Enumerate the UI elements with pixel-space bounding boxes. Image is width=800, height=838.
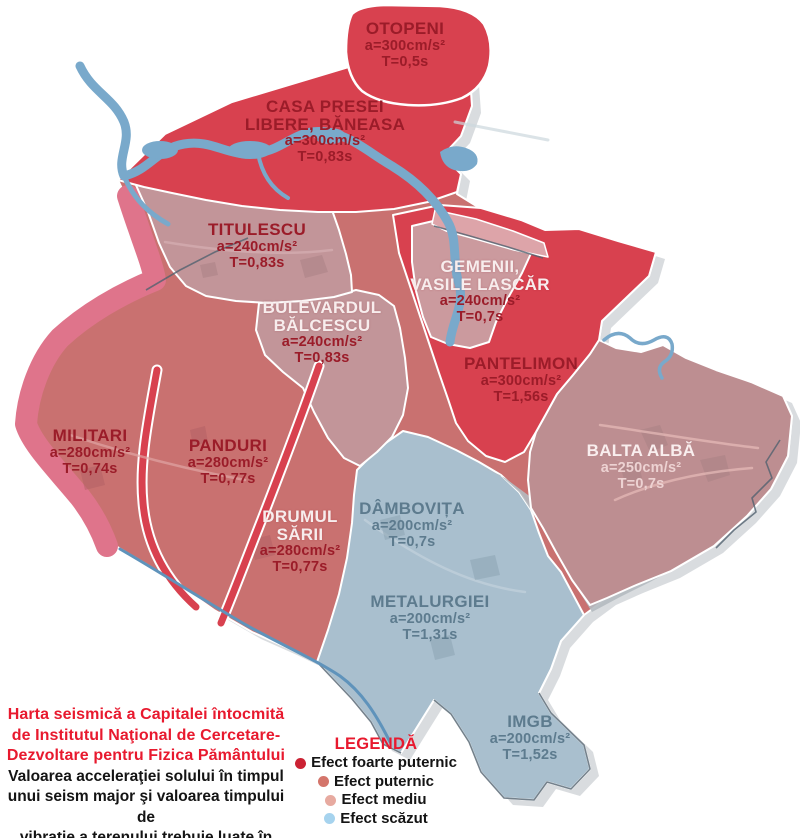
region-label-dambovita: DÂMBOVIȚA a=200cm/s² T=0,7s [359,499,465,550]
period-value: T=0,77s [272,559,328,575]
accel-value: a=280cm/s² [187,454,269,471]
region-shape-balcescu [255,289,409,467]
river-meander-east [602,331,675,380]
region-label-titulescu: TITULESCU a=240cm/s² T=0,83s [207,220,307,271]
map-caption: Harta seismică a Capitalei întocmită de … [0,705,292,838]
accel-value: a=240cm/s² [216,238,298,255]
caption-note-line: Valoarea acceleraţiei solului în timpul [8,767,284,785]
period-value: T=0,7s [617,475,665,492]
accel-value: a=200cm/s² [489,730,571,747]
period-value: T=0,83s [297,149,353,165]
accel-value: a=300cm/s² [480,372,562,389]
caption-source-line: Dezvoltare pentru Fizica Pământului [6,747,286,764]
period-value: T=1,52s [502,746,558,763]
region-label-otopeni: OTOPENI a=300cm/s² T=0,5s [364,19,446,70]
period-value: T=0,77s [200,470,256,487]
legend-dot-medium-icon [325,794,337,806]
boundary-lines [145,225,781,801]
period-value: T=0,74s [62,460,118,477]
legend-item: Efect foarte puternic [286,754,466,773]
legend-dot-strong-icon [317,776,329,788]
region-label-balta-alba: BALTA ALBĂ a=250cm/s² T=0,7s [586,441,696,492]
accel-value: a=200cm/s² [389,610,471,627]
rose-west-fringe [15,185,166,557]
region-label-imgb: IMGB a=200cm/s² T=1,52s [489,712,571,763]
legend: LEGENDĂ Efect foarte puternic Efect pute… [286,735,466,828]
river-dambovita-line [118,547,392,744]
caption-note-line: vibraţie a terenului trebuie luate în ca… [19,829,273,838]
texture-patch [380,515,500,660]
legend-title: LEGENDĂ [334,735,418,753]
caption-source-line: de Institutul Naţional de Cercetare- [11,726,281,744]
accel-value: a=200cm/s² [371,517,453,534]
region-shape-otopeni [344,3,492,107]
legend-dot-low-icon [324,813,336,825]
lake-floreasca [440,146,478,172]
region-label-balcescu: BULEVARDUL BĂLCESCU a=240cm/s² T=0,83s [262,298,382,366]
region-label-pantelimon: PANTELIMON a=300cm/s² T=1,56s [463,354,579,405]
period-value: T=0,83s [229,254,285,271]
accel-value: a=280cm/s² [49,444,131,461]
region-label-panduri: PANDURI a=280cm/s² T=0,77s [187,436,269,487]
legend-item: Efect puternic [286,773,466,792]
accel-value: a=250cm/s² [600,459,682,476]
period-value: T=0,7s [456,309,504,325]
period-value: T=1,31s [402,626,458,643]
accel-value: a=280cm/s² [259,543,341,559]
accel-value: a=300cm/s² [284,133,366,149]
accel-value: a=240cm/s² [439,293,521,309]
river-colentina [75,61,465,347]
period-value: T=0,5s [381,53,429,70]
period-value: T=0,7s [388,533,436,550]
region-label-casa-presei: CASA PRESEI LIBERE, BĂNEASA a=300cm/s² T… [244,97,406,165]
region-label-militari: MILITARI a=280cm/s² T=0,74s [49,426,131,477]
period-value: T=0,83s [294,350,350,366]
accel-value: a=240cm/s² [281,334,363,350]
river-system [75,61,675,744]
period-value: T=1,56s [493,388,549,405]
region-label-metalurgiei: METALURGIEI a=200cm/s² T=1,31s [370,592,490,643]
caption-source-line: Harta seismică a Capitalei întocmită [7,706,285,723]
legend-dot-very-strong-icon [295,757,307,769]
legend-item: Efect scăzut [286,810,466,829]
legend-item: Efect mediu [286,791,466,810]
region-label-drumul-sarii: DRUMUL SĂRII a=280cm/s² T=0,77s [259,507,341,575]
accel-value: a=300cm/s² [364,37,446,54]
caption-note-line: unui seism major şi valoarea timpului de [7,788,285,826]
region-label-gemenii: GEMENII, VASILE LASCĂR a=240cm/s² T=0,7s [410,257,550,325]
